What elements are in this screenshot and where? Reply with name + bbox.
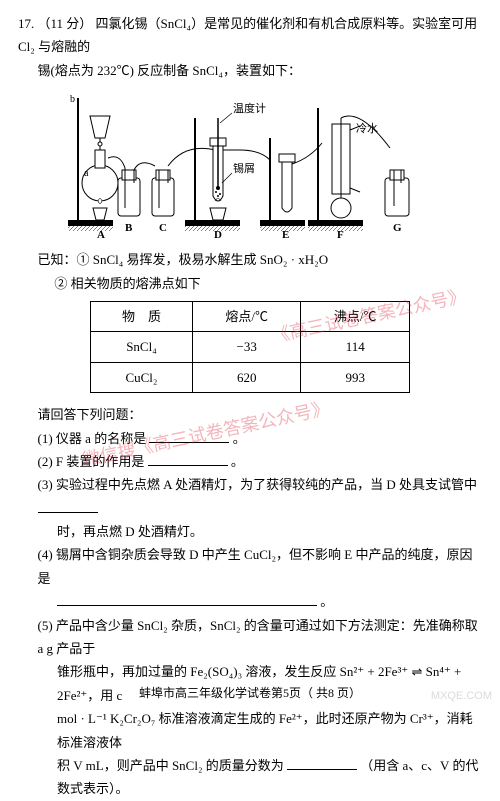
table-row: CuCl₂ 620 993 <box>91 362 410 392</box>
q4-line2: 。 <box>57 590 482 613</box>
question-points: （11 分） <box>38 16 93 31</box>
label-C: C <box>159 222 167 234</box>
th-bp: 沸点/℃ <box>301 301 410 331</box>
q2-label: (2) <box>38 454 53 469</box>
apparatus-D: 温度计 锡屑 D <box>185 101 270 238</box>
q4-label: (4) <box>38 547 53 562</box>
q4: (4) 锡屑中含铜杂质会导致 D 中产生 CuCl₂，但不影响 E 中产品的纯度… <box>38 543 483 590</box>
cell: CuCl₂ <box>91 362 193 392</box>
label-D: D <box>214 229 222 238</box>
q3-text-a: 实验过程中先点燃 A 处酒精灯，为了获得较纯的产品，当 D 处具支试管中 <box>56 477 477 492</box>
known-1: ① SnCl₄ 易挥发，极易水解生成 SnO₂ · xH₂O <box>77 252 329 267</box>
label-a: a <box>84 168 89 179</box>
question-header: 17. （11 分） 四氯化锡（SnCl₄）是常见的催化剂和有机合成原料等。实验… <box>18 12 482 59</box>
apparatus-F: 冷水 F <box>308 108 390 238</box>
q4-text-b: 。 <box>320 594 333 609</box>
cell: 114 <box>301 332 410 362</box>
cell: SnCl₄ <box>91 332 193 362</box>
label-E: E <box>282 229 289 238</box>
th-substance: 物 质 <box>91 301 193 331</box>
q3-line2: 时，再点燃 D 处酒精灯。 <box>57 520 482 543</box>
label-F: F <box>337 229 344 238</box>
known-block: 已知：① SnCl₄ 易挥发，极易水解生成 SnO₂ · xH₂O <box>38 248 483 271</box>
q5-text-a: 产品中含少量 SnCl₂ 杂质，SnCl₂ 的含量可通过如下方法测定：先准确称取… <box>38 618 478 656</box>
known-2: ② 相关物质的熔沸点如下 <box>54 272 482 295</box>
q1: (1) 仪器 a 的名称是 。 <box>38 427 483 450</box>
q1-label: (1) <box>38 431 53 446</box>
apparatus-G: G <box>385 170 409 234</box>
annot-tin: 锡屑 <box>233 161 255 175</box>
apparatus-B: B <box>118 163 155 234</box>
apparatus-diagram-wrap: b a A B C <box>18 88 482 238</box>
q5-blank <box>287 756 357 770</box>
q5: (5) 产品中含少量 SnCl₂ 杂质，SnCl₂ 的含量可通过如下方法测定：先… <box>38 614 483 661</box>
apparatus-A: b a A <box>68 94 125 238</box>
table-row: SnCl₄ −33 114 <box>91 332 410 362</box>
question-number: 17. <box>18 16 34 31</box>
q2-text-a: F 装置的作用是 <box>56 454 144 469</box>
q5-line4: 积 V mL，则产品中 SnCl₂ 的质量分数为 （用含 a、c、V 的代数式表… <box>57 754 482 801</box>
cell: −33 <box>192 332 301 362</box>
q2-text-b: 。 <box>231 454 244 469</box>
intro-line2: 锡(熔点为 232℃) 反应制备 SnCl₄，装置如下： <box>38 59 483 82</box>
apparatus-diagram: b a A B C <box>60 88 440 238</box>
label-B: B <box>125 222 133 234</box>
q5-label: (5) <box>38 618 53 633</box>
label-b: b <box>70 94 75 105</box>
known-label: 已知： <box>38 252 77 267</box>
q3: (3) 实验过程中先点燃 A 处酒精灯，为了获得较纯的产品，当 D 处具支试管中 <box>38 473 483 520</box>
q3-label: (3) <box>38 477 53 492</box>
q1-text-a: 仪器 a 的名称是 <box>56 431 146 446</box>
th-mp: 熔点/℃ <box>192 301 301 331</box>
q2: (2) F 装置的作用是 。 <box>38 450 483 473</box>
label-G: G <box>393 222 402 234</box>
q5-text-d: 积 V mL，则产品中 SnCl₂ 的质量分数为 <box>57 758 284 773</box>
page-footer: 蚌埠市高三年级化学试卷第5页（ 共8 页） <box>0 683 500 705</box>
q1-blank <box>149 429 229 443</box>
q3-blank <box>38 499 98 513</box>
q2-blank <box>148 452 228 466</box>
mp-bp-table: 物 质 熔点/℃ 沸点/℃ SnCl₄ −33 114 CuCl₂ 620 99… <box>90 301 410 393</box>
q1-text-b: 。 <box>233 431 246 446</box>
cell: 993 <box>301 362 410 392</box>
cell: 620 <box>192 362 301 392</box>
q5-line3: mol · L⁻¹ K₂Cr₂O₇ 标准溶液滴定生成的 Fe²⁺，此时还原产物为… <box>57 707 482 754</box>
q4-blank <box>57 592 317 606</box>
please-answer: 请回答下列问题： <box>38 403 483 426</box>
annot-thermometer: 温度计 <box>233 101 266 115</box>
q4-text-a: 锡屑中含铜杂质会导致 D 中产生 CuCl₂，但不影响 E 中产品的纯度，原因是 <box>38 547 473 585</box>
label-A: A <box>97 229 105 238</box>
